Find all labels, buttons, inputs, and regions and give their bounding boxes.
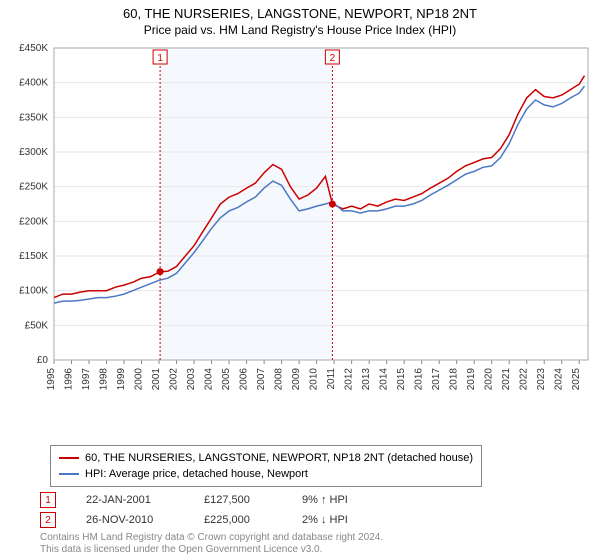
svg-text:2016: 2016 <box>414 368 425 391</box>
legend-swatch <box>59 473 79 475</box>
legend-label: HPI: Average price, detached house, Newp… <box>85 466 308 482</box>
svg-text:2015: 2015 <box>396 368 407 391</box>
footer: Contains HM Land Registry data © Crown c… <box>40 532 383 556</box>
footer-line: Contains HM Land Registry data © Crown c… <box>40 532 383 544</box>
svg-text:2010: 2010 <box>309 368 320 391</box>
table-row: 1 22-JAN-2001 £127,500 9% ↑ HPI <box>40 490 382 510</box>
chart-svg: £0 £50K £100K £150K £200K £250K £300K £350K £400… <box>0 40 600 410</box>
tx-date: 26-NOV-2010 <box>86 514 186 526</box>
svg-text:2023: 2023 <box>536 368 547 391</box>
legend-swatch <box>59 457 79 459</box>
svg-text:2014: 2014 <box>379 368 390 391</box>
svg-text:£250K: £250K <box>19 182 48 193</box>
tx-price: £127,500 <box>204 494 284 506</box>
tx-price: £225,000 <box>204 514 284 526</box>
legend-item: HPI: Average price, detached house, Newp… <box>59 466 473 482</box>
svg-text:£150K: £150K <box>19 251 48 262</box>
svg-text:2004: 2004 <box>204 368 215 391</box>
footer-line: This data is licensed under the Open Gov… <box>40 544 383 556</box>
svg-text:2019: 2019 <box>466 368 477 391</box>
chart-subtitle: Price paid vs. HM Land Registry's House … <box>0 21 600 37</box>
svg-text:£200K: £200K <box>19 216 48 227</box>
svg-text:2006: 2006 <box>239 368 250 391</box>
svg-text:£350K: £350K <box>19 112 48 123</box>
svg-text:2012: 2012 <box>344 368 355 391</box>
svg-text:£100K: £100K <box>19 286 48 297</box>
svg-text:2003: 2003 <box>186 368 197 391</box>
svg-text:2002: 2002 <box>169 368 180 391</box>
svg-text:2024: 2024 <box>554 368 565 391</box>
svg-text:2009: 2009 <box>291 368 302 391</box>
svg-text:1999: 1999 <box>116 368 127 391</box>
svg-text:1995: 1995 <box>46 368 57 391</box>
svg-text:2000: 2000 <box>134 368 145 391</box>
svg-text:2008: 2008 <box>274 368 285 391</box>
svg-text:£450K: £450K <box>19 43 48 54</box>
transaction-table: 1 22-JAN-2001 £127,500 9% ↑ HPI 2 26-NOV… <box>40 490 382 530</box>
svg-text:1996: 1996 <box>64 368 75 391</box>
svg-text:1: 1 <box>157 53 163 64</box>
tx-diff: 9% ↑ HPI <box>302 494 382 506</box>
svg-text:£0: £0 <box>37 355 49 366</box>
table-row: 2 26-NOV-2010 £225,000 2% ↓ HPI <box>40 510 382 530</box>
legend-item: 60, THE NURSERIES, LANGSTONE, NEWPORT, N… <box>59 450 473 466</box>
svg-text:2022: 2022 <box>519 368 530 391</box>
chart-title: 60, THE NURSERIES, LANGSTONE, NEWPORT, N… <box>0 0 600 21</box>
svg-text:£400K: £400K <box>19 78 48 89</box>
svg-text:1997: 1997 <box>81 368 92 391</box>
tx-date: 22-JAN-2001 <box>86 494 186 506</box>
svg-text:1998: 1998 <box>99 368 110 391</box>
marker-badge: 1 <box>40 492 56 508</box>
svg-text:2025: 2025 <box>571 368 582 391</box>
svg-text:2: 2 <box>330 53 336 64</box>
svg-text:2021: 2021 <box>501 368 512 391</box>
chart-area: £0 £50K £100K £150K £200K £250K £300K £350K £400… <box>0 40 600 410</box>
legend: 60, THE NURSERIES, LANGSTONE, NEWPORT, N… <box>50 445 482 487</box>
legend-label: 60, THE NURSERIES, LANGSTONE, NEWPORT, N… <box>85 450 473 466</box>
svg-text:2011: 2011 <box>326 368 337 390</box>
svg-text:£50K: £50K <box>25 320 49 331</box>
svg-text:2005: 2005 <box>221 368 232 391</box>
svg-text:2017: 2017 <box>431 368 442 391</box>
svg-text:2013: 2013 <box>361 368 372 391</box>
svg-text:2001: 2001 <box>151 368 162 391</box>
svg-text:2018: 2018 <box>449 368 460 391</box>
svg-text:£300K: £300K <box>19 147 48 158</box>
marker-badge: 2 <box>40 512 56 528</box>
svg-text:2020: 2020 <box>484 368 495 391</box>
tx-diff: 2% ↓ HPI <box>302 514 382 526</box>
svg-text:2007: 2007 <box>256 368 267 391</box>
